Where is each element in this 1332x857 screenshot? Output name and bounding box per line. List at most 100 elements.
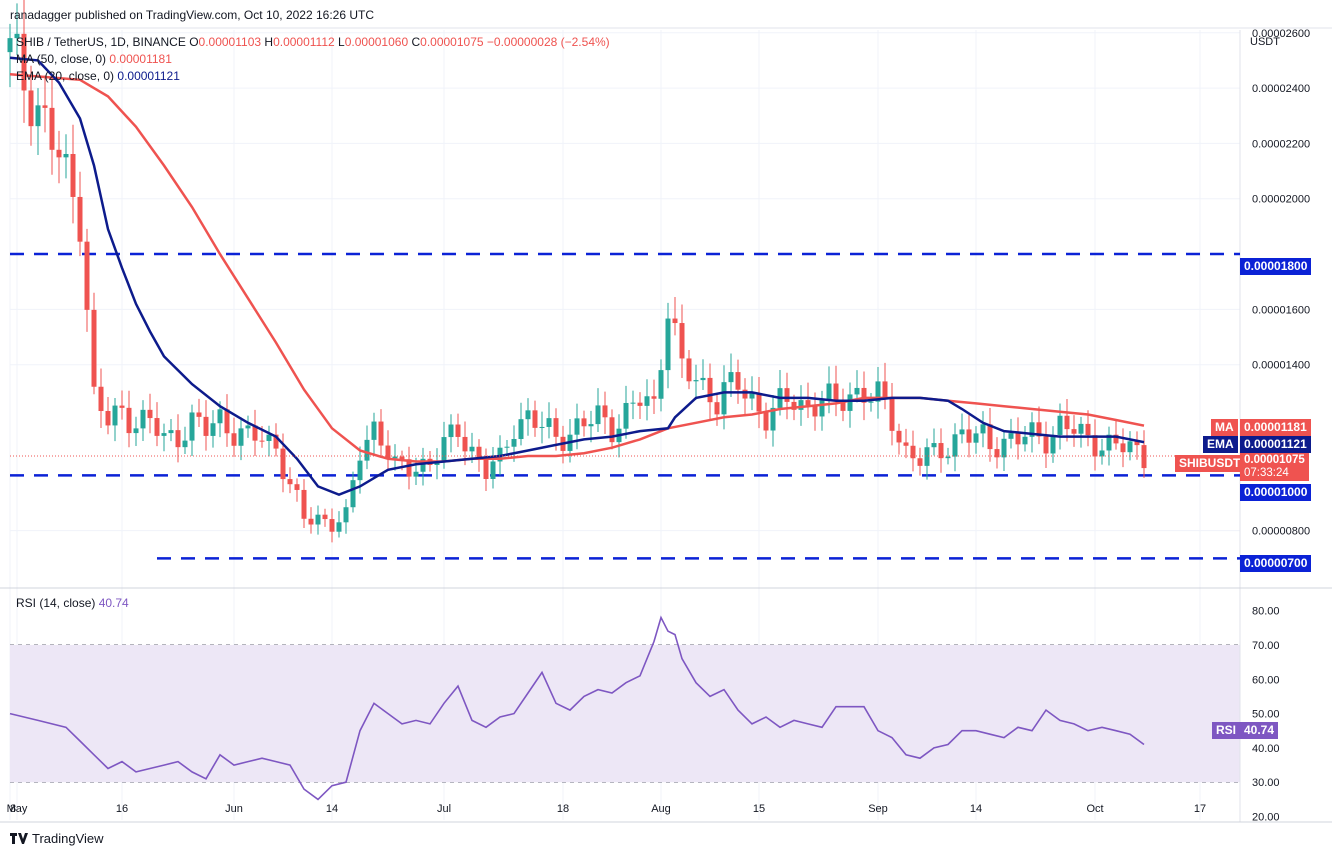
candle-body (259, 440, 265, 442)
candle-body (896, 430, 902, 443)
candle-body (917, 458, 923, 466)
level-700-tag: 0.00000700 (1240, 555, 1312, 572)
candle-body (140, 409, 146, 429)
price-tick-label: 0.00000800 (1252, 526, 1310, 538)
candle-body (126, 407, 132, 434)
candle-body (686, 358, 692, 382)
candle-body (791, 401, 797, 410)
rsi-tick-label: 70.00 (1252, 640, 1280, 652)
candle-body (840, 399, 846, 411)
time-tick-label: May (7, 803, 28, 815)
candle-body (959, 429, 965, 435)
candle-body (924, 447, 930, 466)
price-tick-label: 0.00002200 (1252, 138, 1310, 150)
rsi-line (9, 615, 1145, 801)
candle-body (952, 434, 958, 457)
candle-body (665, 318, 671, 371)
candle-body (1050, 434, 1056, 454)
candle-body (672, 318, 678, 324)
candle-body (287, 479, 293, 485)
candle-body (315, 514, 321, 525)
candle-body (168, 430, 174, 434)
candle-body (637, 402, 643, 406)
ma-legend-value: 0.00001181 (109, 52, 172, 66)
ma-legend[interactable]: MA (50, close, 0) 0.00001181 (16, 52, 172, 66)
rsi-legend[interactable]: RSI (14, close) 40.74 (16, 596, 129, 610)
candle-body (84, 241, 90, 310)
candle-body (273, 434, 279, 449)
candle-body (868, 401, 874, 403)
rsi-axis-ticks: 80.00 70.00 60.00 50.00 40.00 30.00 20.00 (1252, 606, 1280, 824)
time-tick-label: Jun (225, 803, 243, 815)
candle-body (1001, 438, 1007, 458)
candle-body (987, 424, 993, 450)
candle-body (763, 411, 769, 431)
time-tick-label: 17 (1194, 803, 1206, 815)
candle-body (910, 445, 916, 459)
rsi-tick-label: 40.00 (1252, 743, 1280, 755)
candle-body (476, 446, 482, 460)
symbol-title[interactable]: SHIB / TetherUS, 1D, BINANCE (16, 35, 186, 49)
candle-body (700, 377, 706, 381)
time-tick-label: 16 (116, 803, 128, 815)
candle-body (98, 386, 104, 412)
tradingview-brand: TradingView (32, 831, 104, 846)
candle-body (1036, 422, 1042, 437)
low-label: L (338, 35, 345, 49)
rsi-tag-label: RSI (1212, 722, 1241, 739)
candle-body (973, 433, 979, 443)
countdown: 07:33:24 (1244, 467, 1289, 479)
candle-body (511, 439, 517, 447)
ema-legend-value: 0.00001121 (117, 69, 180, 83)
candle-body (42, 105, 48, 108)
candle-body (161, 433, 167, 436)
candle-body (882, 381, 888, 398)
candle-body (651, 396, 657, 399)
candle-body (525, 410, 531, 420)
candle-body (1085, 423, 1091, 436)
candle-body (609, 417, 615, 443)
candle-body (518, 419, 524, 440)
candle-body (1099, 450, 1105, 457)
candle-body (728, 372, 734, 383)
rsi-legend-label: RSI (14, close) (16, 596, 96, 610)
candle-body (371, 421, 377, 440)
candle-body (679, 323, 685, 359)
candle-body (210, 423, 216, 436)
candle-body (385, 445, 391, 459)
candle-body (812, 405, 818, 417)
candle-body (1071, 429, 1077, 434)
candle-body (1120, 443, 1126, 453)
candle-body (945, 456, 951, 459)
candle-body (224, 409, 230, 434)
price-tag-value: 0.00001075 (1244, 454, 1305, 466)
high-value: 0.00001112 (273, 35, 335, 49)
time-tick-label: Aug (651, 803, 671, 815)
tradingview-footer[interactable]: TradingView (10, 831, 104, 846)
candle-body (847, 394, 853, 411)
candle-body (1092, 435, 1098, 457)
candle-body (266, 434, 272, 441)
ma-tag-label: MA (1211, 419, 1238, 436)
candle-body (1134, 441, 1140, 446)
candle-body (91, 309, 97, 387)
close-label: C (411, 35, 421, 49)
rsi-tick-label: 80.00 (1252, 606, 1280, 618)
ema-20-line (9, 56, 1145, 497)
candle-body (70, 153, 76, 197)
candle-body (819, 400, 825, 417)
time-tick-label: Sep (868, 803, 888, 815)
candle-body (546, 418, 552, 427)
candle-body (406, 459, 412, 477)
candle-body (133, 428, 139, 434)
ema-legend[interactable]: EMA (20, close, 0) 0.00001121 (16, 69, 180, 83)
candle-body (581, 418, 587, 427)
price-tick-label: 0.00001600 (1252, 304, 1310, 316)
time-tick-label: 15 (753, 803, 765, 815)
candle-body (112, 405, 118, 426)
candle-body (490, 461, 496, 479)
candle-body (756, 393, 762, 412)
ma-legend-label: MA (50, close, 0) (16, 52, 107, 66)
